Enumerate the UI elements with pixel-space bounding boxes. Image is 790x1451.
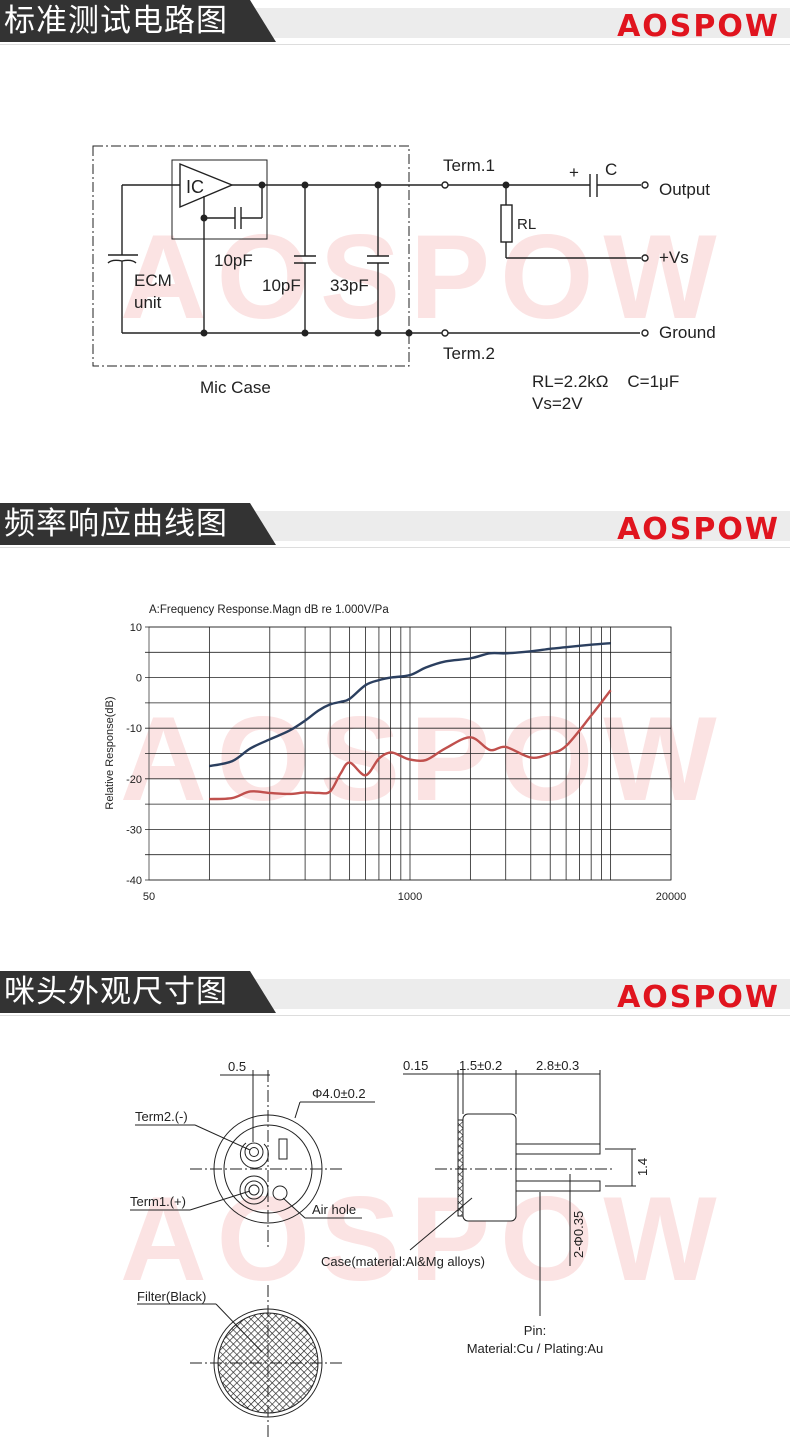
vs-label: +Vs: [659, 248, 689, 267]
watermark: AOSPOW: [120, 1172, 727, 1306]
section-title: 标准测试电路图: [0, 0, 276, 42]
dim-0-15: 0.15: [403, 1058, 428, 1073]
brand-logo: AOSPOW: [617, 980, 780, 1015]
output-label: Output: [659, 180, 710, 199]
y-tick-label: -30: [126, 824, 142, 836]
test-circuit: [92, 145, 649, 367]
y-tick-label: 0: [136, 673, 142, 685]
filter-view: [137, 1285, 345, 1440]
cap-plus-label: +: [569, 163, 579, 182]
brand-logo: AOSPOW: [617, 9, 780, 44]
y-tick-label: 10: [130, 622, 142, 634]
y-axis-label: Relative Response(dB): [104, 696, 116, 809]
x-tick-label: 1000: [398, 891, 422, 903]
cap1-label: 10pF: [262, 276, 301, 295]
cap-c-label: C: [605, 160, 617, 179]
rl-label: RL: [517, 216, 536, 233]
series-line-0: [209, 641, 611, 768]
ic-label: IC: [186, 177, 204, 197]
brand-logo: AOSPOW: [617, 512, 780, 547]
chart-title: A:Frequency Response.Magn dB re 1.000V/P…: [149, 604, 389, 616]
dim-1-5: 1.5±0.2: [459, 1058, 502, 1073]
section-header-circuit: 标准测试电路图 AOSPOW: [0, 0, 790, 45]
dim-pin-diameter: 2-Φ0.35: [571, 1211, 586, 1258]
case-material-label: Case(material:Al&Mg alloys): [321, 1254, 485, 1269]
y-tick-label: -20: [126, 774, 142, 786]
section-header-dimensions: 咪头外观尺寸图 AOSPOW: [0, 971, 790, 1016]
dim-1-4: 1.4: [635, 1158, 650, 1176]
dim-0-5: 0.5: [228, 1059, 246, 1074]
pin-material-label: Material:Cu / Plating:Au: [467, 1341, 604, 1356]
dim-2-8: 2.8±0.3: [536, 1058, 579, 1073]
front-view: [130, 1070, 375, 1250]
watermark: AOSPOW: [120, 210, 727, 344]
section-header-frequency: 频率响应曲线图 AOSPOW: [0, 503, 790, 548]
y-tick-label: -40: [126, 875, 142, 887]
mic-case-label: Mic Case: [200, 378, 271, 397]
watermark: AOSPOW: [120, 692, 727, 826]
feedback-cap-label: 10pF: [214, 251, 253, 270]
ground-label: Ground: [659, 323, 716, 342]
frequency-response-chart: A:Frequency Response.Magn dB re 1.000V/P…: [104, 604, 686, 903]
series-line-1: [209, 689, 612, 801]
term2-label: Term.2: [443, 344, 495, 363]
ecm-unit-label: unit: [134, 293, 162, 312]
dim-diameter: Φ4.0±0.2: [312, 1086, 366, 1101]
x-tick-label: 50: [143, 891, 155, 903]
ecm-label: ECM: [134, 271, 172, 290]
filter-label: Filter(Black): [137, 1289, 206, 1304]
term2-pin-label: Term2.(-): [135, 1109, 188, 1124]
section-title: 咪头外观尺寸图: [0, 971, 276, 1013]
spec-vs: Vs=2V: [532, 394, 583, 413]
term1-label: Term.1: [443, 156, 495, 175]
x-tick-label: 20000: [656, 891, 687, 903]
pin-label: Pin:: [524, 1323, 546, 1338]
air-hole-label: Air hole: [312, 1202, 356, 1217]
section-title: 频率响应曲线图: [0, 503, 276, 545]
spec-rl-c: RL=2.2kΩ C=1μF: [532, 372, 679, 391]
cap2-label: 33pF: [330, 276, 369, 295]
side-view: [403, 1070, 636, 1316]
y-tick-label: -10: [126, 723, 142, 735]
term1-pin-label: Term1.(+): [130, 1194, 186, 1209]
